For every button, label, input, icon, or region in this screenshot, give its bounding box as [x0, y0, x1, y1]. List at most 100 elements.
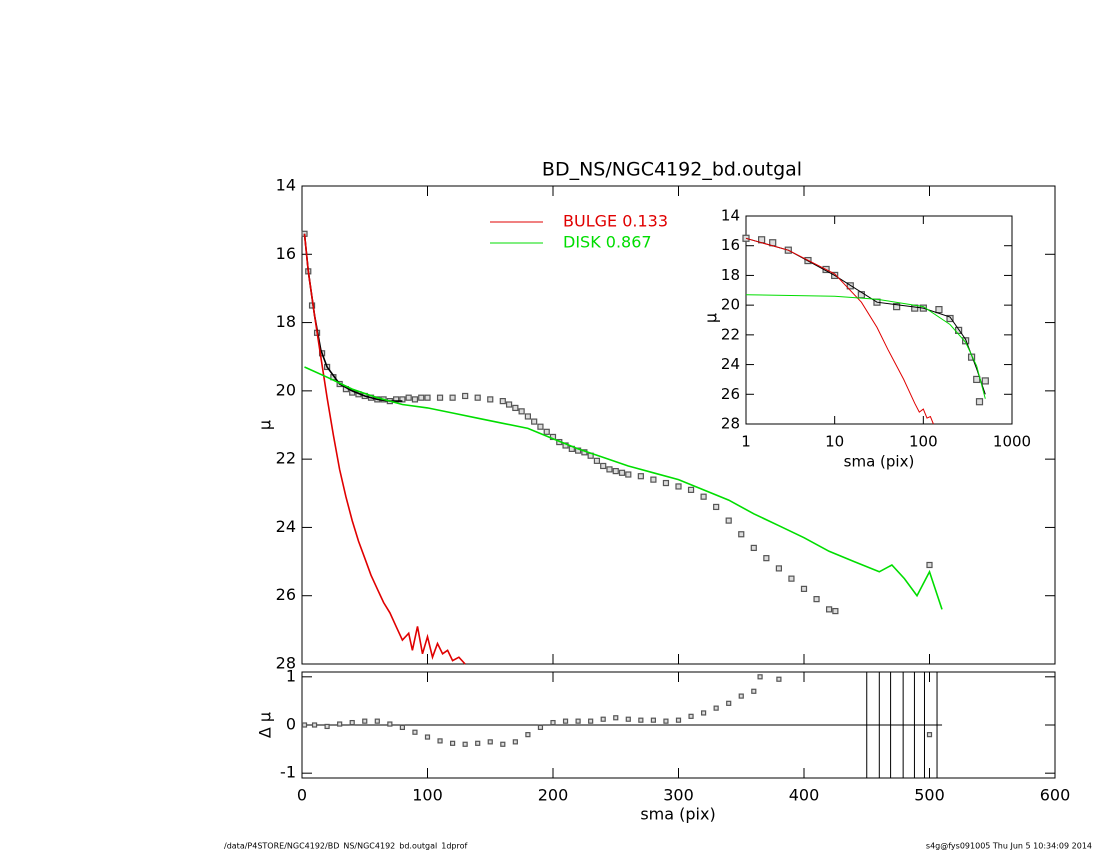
data-point: [518, 408, 525, 415]
data-point: [588, 718, 594, 724]
data-point: [738, 693, 744, 699]
x-tick-label: 1: [741, 433, 751, 451]
data-point: [613, 715, 619, 721]
y-tick-label: 18: [721, 266, 740, 284]
data-point: [550, 719, 556, 726]
x-tick-label: 100: [909, 433, 938, 451]
x-tick-label: 1000: [993, 433, 1031, 451]
x-axis-label: sma (pix): [640, 805, 715, 824]
y-tick-label: 16: [276, 244, 296, 263]
data-point: [637, 473, 644, 480]
y-tick-label: 26: [721, 385, 740, 403]
data-point: [926, 732, 933, 738]
data-point: [825, 606, 833, 613]
y-tick-label: 0: [286, 715, 296, 734]
y-tick-label: 16: [721, 236, 740, 254]
data-point: [725, 517, 732, 524]
model-line: [304, 366, 943, 610]
data-point: [638, 717, 644, 723]
data-point: [374, 718, 380, 724]
data-point: [713, 503, 720, 511]
data-point: [424, 734, 431, 740]
data-point: [537, 724, 544, 731]
data-point: [776, 676, 782, 682]
data-point: [775, 565, 783, 572]
y-tick-label: 26: [276, 585, 296, 604]
inset-y-axis-label: μ: [702, 313, 721, 323]
data-point: [687, 486, 695, 493]
data-point: [926, 561, 933, 569]
data-point: [981, 377, 989, 385]
y-tick-label: 14: [721, 207, 740, 225]
x-tick-label: 10: [825, 433, 844, 451]
data-point: [713, 705, 719, 711]
data-point: [975, 398, 984, 406]
data-point: [742, 234, 750, 242]
x-tick-label: 600: [1040, 786, 1071, 805]
data-point: [800, 585, 808, 592]
x-tick-label: 400: [789, 786, 820, 805]
model-line: [303, 233, 466, 665]
model-line: [745, 237, 986, 395]
y-tick-label: 22: [721, 325, 740, 343]
data-point: [675, 717, 682, 723]
residual-y-axis-label: Δ μ: [256, 712, 275, 738]
x-tick-label: 100: [412, 786, 443, 805]
data-point: [474, 394, 481, 401]
y-tick-label: 20: [721, 296, 740, 314]
footer-path: /data/P4STORE/NGC4192/BD_NS/NGC4192_bd.o…: [224, 842, 468, 850]
data-point: [625, 471, 632, 478]
data-point: [612, 467, 619, 475]
y-tick-label: 1: [286, 666, 296, 685]
x-tick-label: 300: [663, 786, 694, 805]
y-tick-label: 28: [721, 415, 740, 433]
data-point: [946, 314, 954, 323]
data-point: [524, 413, 532, 420]
data-point: [562, 718, 569, 724]
model-line: [303, 233, 403, 402]
data-point: [738, 531, 745, 538]
data-point: [437, 738, 443, 744]
data-point: [337, 721, 343, 727]
data-point: [324, 723, 330, 730]
data-point: [625, 716, 631, 722]
data-point: [650, 476, 657, 483]
data-point: [751, 688, 757, 694]
model-line: [745, 294, 986, 399]
data-point: [973, 375, 981, 384]
data-point: [487, 739, 493, 745]
data-point: [500, 741, 506, 747]
data-point: [543, 428, 550, 435]
y-axis-label: μ: [256, 420, 275, 430]
data-point: [726, 700, 732, 706]
data-point: [832, 607, 839, 615]
data-point: [311, 722, 318, 728]
y-tick-label: 28: [276, 654, 296, 673]
data-point: [505, 401, 513, 408]
data-point: [399, 724, 405, 731]
data-point: [663, 718, 669, 724]
data-point: [606, 466, 613, 473]
y-tick-label: 22: [276, 449, 296, 468]
plot-frame: [301, 185, 1056, 665]
data-point: [418, 394, 425, 401]
y-tick-label: 14: [276, 176, 296, 195]
data-point: [499, 398, 506, 405]
data-point: [512, 739, 518, 745]
data-point: [462, 392, 469, 400]
data-point: [512, 404, 519, 412]
data-point: [662, 479, 670, 487]
data-point: [405, 394, 412, 401]
data-point: [301, 722, 308, 728]
data-point: [593, 457, 601, 464]
legend-label: BULGE 0.133: [563, 212, 668, 231]
data-point: [449, 394, 456, 401]
data-point: [757, 674, 763, 680]
x-tick-label: 0: [297, 786, 307, 805]
data-point: [763, 555, 770, 562]
data-point: [700, 493, 707, 500]
data-point: [650, 717, 657, 723]
data-point: [436, 394, 444, 401]
data-point: [600, 462, 607, 470]
